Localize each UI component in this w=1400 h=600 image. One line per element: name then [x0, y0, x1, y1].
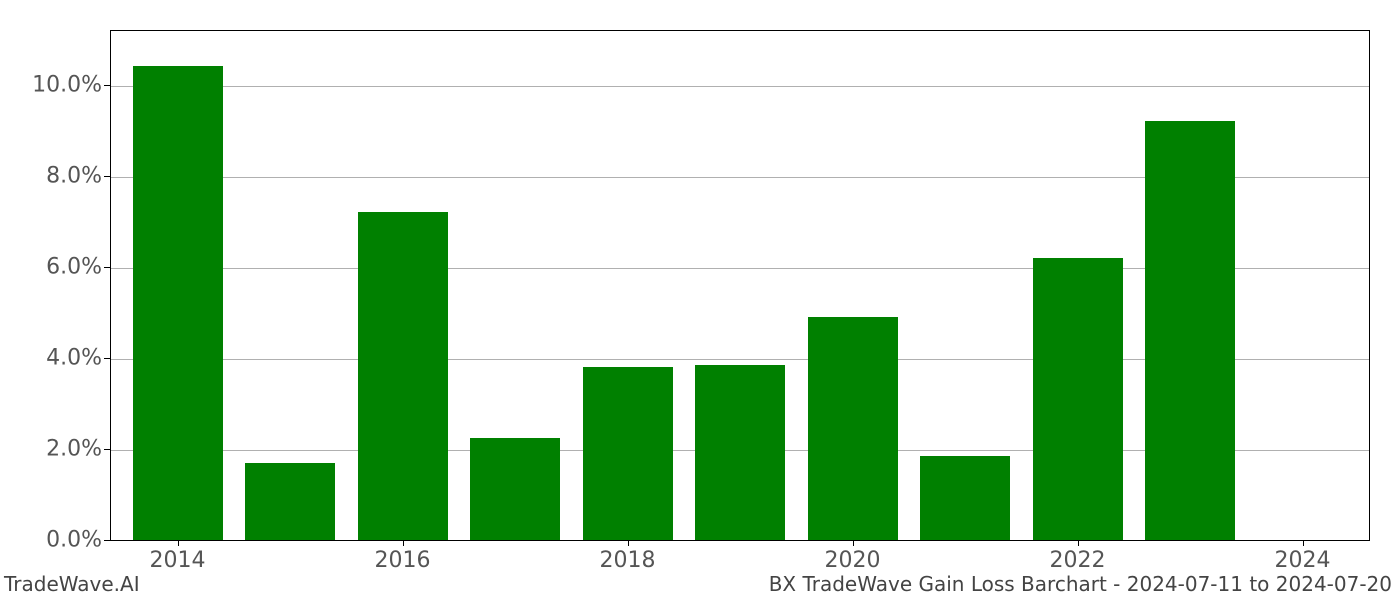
y-tick-label: 6.0% [12, 254, 102, 279]
y-tick-mark [104, 85, 110, 86]
x-tick-label: 2016 [375, 548, 431, 573]
x-tick-label: 2024 [1275, 548, 1331, 573]
x-tick-mark [178, 540, 179, 546]
y-tick-mark [104, 449, 110, 450]
chart-container: TradeWave.AI BX TradeWave Gain Loss Barc… [0, 0, 1400, 600]
x-tick-mark [628, 540, 629, 546]
x-tick-mark [1303, 540, 1304, 546]
y-tick-label: 4.0% [12, 345, 102, 370]
y-tick-mark [104, 267, 110, 268]
bar [583, 367, 673, 540]
x-tick-label: 2022 [1050, 548, 1106, 573]
y-tick-mark [104, 176, 110, 177]
y-tick-label: 2.0% [12, 436, 102, 461]
bar [1145, 121, 1235, 540]
bar [695, 365, 785, 540]
bar [358, 212, 448, 540]
footer-right-label: BX TradeWave Gain Loss Barchart - 2024-0… [769, 572, 1392, 596]
y-axis-line [110, 30, 111, 540]
bar [920, 456, 1010, 540]
bar [808, 317, 898, 540]
y-tick-mark [104, 358, 110, 359]
y-tick-label: 8.0% [12, 163, 102, 188]
bar [133, 66, 223, 540]
gridline [110, 86, 1369, 87]
x-tick-mark [403, 540, 404, 546]
x-tick-mark [853, 540, 854, 546]
bar [245, 463, 335, 540]
y-tick-label: 10.0% [12, 72, 102, 97]
bar [470, 438, 560, 540]
footer-left-label: TradeWave.AI [4, 572, 140, 596]
x-tick-label: 2014 [150, 548, 206, 573]
plot-area [110, 30, 1370, 540]
x-tick-label: 2020 [825, 548, 881, 573]
bar [1033, 258, 1123, 540]
y-tick-label: 0.0% [12, 528, 102, 553]
x-tick-mark [1078, 540, 1079, 546]
y-tick-mark [104, 540, 110, 541]
x-axis-line [110, 540, 1370, 541]
x-tick-label: 2018 [600, 548, 656, 573]
